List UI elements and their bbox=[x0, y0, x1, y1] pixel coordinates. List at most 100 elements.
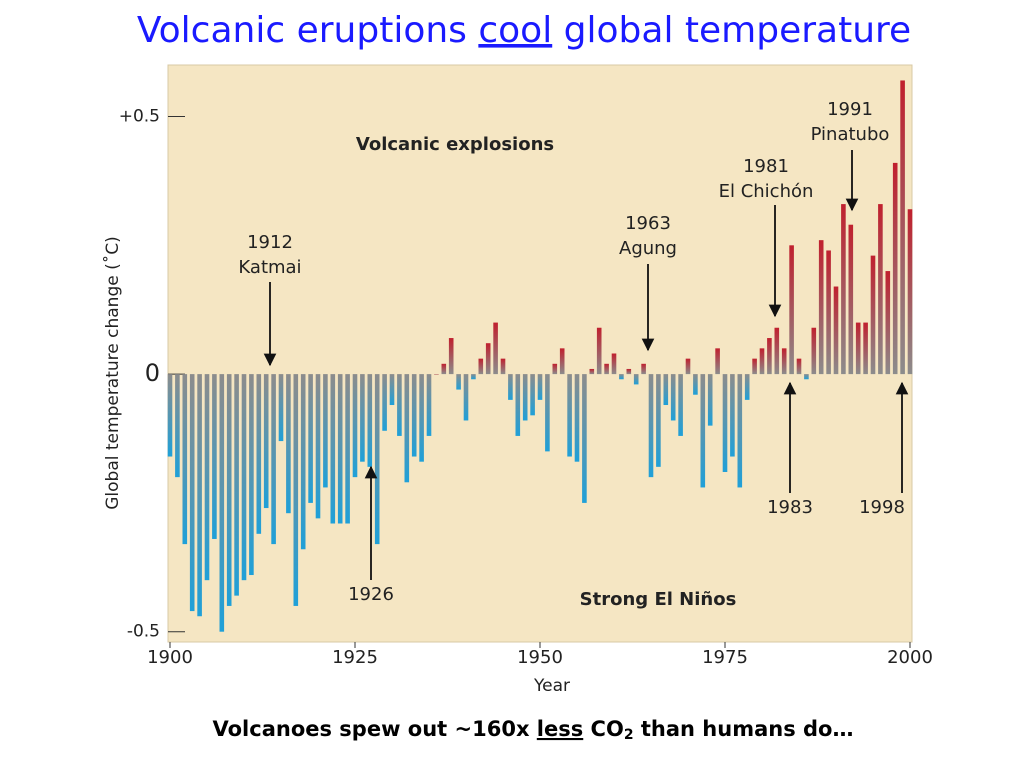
x-tick-label: 1950 bbox=[517, 647, 563, 668]
annotation-line: Agung bbox=[619, 238, 677, 259]
bar bbox=[167, 374, 173, 457]
bar bbox=[397, 374, 402, 436]
annotation-line: 1912 bbox=[247, 232, 293, 253]
annotation-line: 1963 bbox=[625, 213, 671, 234]
x-tick-label: 1925 bbox=[332, 647, 378, 668]
bar bbox=[471, 374, 476, 380]
bar bbox=[286, 374, 291, 514]
subtitle-part: Volcanoes spew out ~160x bbox=[213, 717, 537, 741]
bar bbox=[855, 322, 861, 375]
subtitle-part: than humans do… bbox=[634, 717, 854, 741]
bar bbox=[685, 358, 691, 375]
bar bbox=[493, 322, 498, 375]
bar bbox=[175, 374, 180, 478]
bar bbox=[360, 374, 365, 462]
bar bbox=[870, 255, 876, 375]
bar bbox=[485, 343, 491, 375]
annotation-line: Pinatubo bbox=[811, 124, 890, 145]
bar bbox=[256, 374, 262, 534]
bar bbox=[219, 374, 225, 632]
bar bbox=[315, 374, 321, 519]
bar bbox=[567, 374, 572, 457]
bar bbox=[197, 374, 202, 617]
bar bbox=[537, 374, 543, 400]
bar bbox=[426, 374, 432, 436]
bar bbox=[234, 374, 239, 596]
bar bbox=[767, 338, 772, 375]
title-part: global temperature bbox=[552, 10, 911, 51]
bar bbox=[722, 374, 728, 472]
bar bbox=[456, 374, 461, 390]
bar bbox=[663, 374, 669, 406]
bar bbox=[715, 348, 720, 375]
bar bbox=[700, 374, 706, 488]
bar bbox=[730, 374, 735, 457]
annotation: 1981 El Chichón bbox=[719, 156, 814, 202]
bar bbox=[648, 374, 654, 478]
bar bbox=[604, 363, 609, 375]
bar bbox=[500, 358, 506, 375]
bar bbox=[796, 358, 802, 375]
bar bbox=[374, 374, 380, 545]
bar bbox=[596, 327, 602, 375]
bar bbox=[419, 374, 424, 462]
bar bbox=[478, 358, 484, 375]
bar bbox=[707, 374, 713, 426]
annotation: Volcanic explosions bbox=[356, 134, 554, 155]
bar bbox=[789, 245, 794, 375]
annotation: Strong El Niños bbox=[580, 589, 737, 610]
bar bbox=[811, 327, 817, 375]
bar bbox=[885, 271, 891, 375]
bar bbox=[367, 374, 373, 467]
annotation-line: Katmai bbox=[238, 257, 301, 278]
y-tick-label: +0.5 bbox=[119, 107, 160, 127]
x-axis-label: Year bbox=[533, 676, 570, 696]
y-axis-label: Global temperature change (˚C) bbox=[102, 236, 123, 510]
subtitle-part: less bbox=[537, 717, 583, 741]
bar bbox=[693, 374, 698, 395]
bar bbox=[818, 240, 824, 375]
x-tick-label: 1900 bbox=[147, 647, 193, 668]
bar bbox=[804, 374, 809, 380]
bar bbox=[552, 363, 558, 375]
annotation: 1983 bbox=[767, 497, 813, 518]
bar bbox=[448, 338, 454, 375]
bar bbox=[611, 353, 617, 375]
bar bbox=[626, 368, 632, 375]
bar bbox=[293, 374, 299, 606]
bar bbox=[182, 374, 188, 545]
x-tick-label: 1975 bbox=[702, 647, 748, 668]
subtitle: Volcanoes spew out ~160x less CO2 than h… bbox=[213, 717, 854, 743]
bar bbox=[382, 374, 387, 431]
bar bbox=[737, 374, 743, 488]
bar bbox=[389, 374, 395, 406]
bar bbox=[559, 348, 565, 375]
y-tick-label: 0 bbox=[145, 359, 160, 387]
bar bbox=[582, 374, 587, 503]
bar bbox=[863, 322, 868, 375]
bar bbox=[848, 224, 854, 375]
bar bbox=[545, 374, 550, 452]
bar bbox=[330, 374, 336, 524]
annotation-line: 1926 bbox=[348, 584, 394, 605]
bar bbox=[278, 374, 284, 442]
annotation-line: Volcanic explosions bbox=[356, 134, 554, 155]
annotation-line: Strong El Niños bbox=[580, 589, 737, 610]
bar bbox=[589, 368, 595, 375]
annotation-line: 1981 bbox=[743, 156, 789, 177]
bar bbox=[434, 374, 439, 375]
bar bbox=[441, 363, 447, 375]
bar bbox=[204, 374, 210, 581]
bar bbox=[404, 374, 410, 483]
chart-title: Volcanic eruptions cool global temperatu… bbox=[137, 10, 911, 51]
bar bbox=[641, 363, 646, 375]
bar bbox=[411, 374, 417, 457]
plot-area bbox=[167, 64, 913, 643]
bar bbox=[189, 374, 195, 612]
bar bbox=[345, 374, 350, 524]
bar bbox=[212, 374, 217, 539]
bar bbox=[463, 374, 469, 421]
subtitle-part: 2 bbox=[624, 727, 634, 743]
